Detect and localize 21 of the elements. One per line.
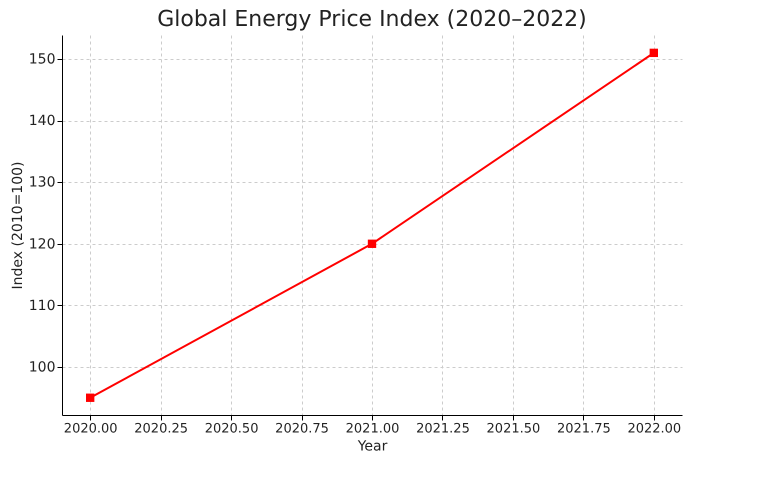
x-tick-label: 2020.50	[204, 422, 258, 436]
x-tick-label: 2020.75	[275, 422, 329, 436]
x-tick-label: 2021.00	[346, 422, 400, 436]
y-axis-title: Index (2010=100)	[10, 162, 26, 290]
y-tick-label: 140	[28, 113, 56, 130]
y-tick-label: 110	[28, 298, 56, 314]
y-tick-label: 150	[28, 52, 56, 68]
point	[650, 48, 658, 58]
x-tick-label: 2020.25	[134, 422, 188, 436]
x-tick-label: 2021.25	[416, 422, 470, 436]
x-tick-label: 2020.00	[64, 422, 118, 436]
y-tick-label: 120	[28, 236, 56, 252]
x-tick-label: 2021.75	[556, 422, 611, 436]
y-tick-label: 100	[28, 359, 56, 376]
x-axis-title: Year	[356, 438, 388, 454]
x-tick-label: 2021.50	[486, 422, 540, 436]
chart-title: Global Energy Price Index (2020–2022)	[157, 7, 587, 32]
point	[86, 394, 94, 402]
point	[368, 240, 376, 248]
x-tick-label: 2022.00	[627, 422, 682, 436]
y-tick-label: 130	[28, 174, 56, 191]
